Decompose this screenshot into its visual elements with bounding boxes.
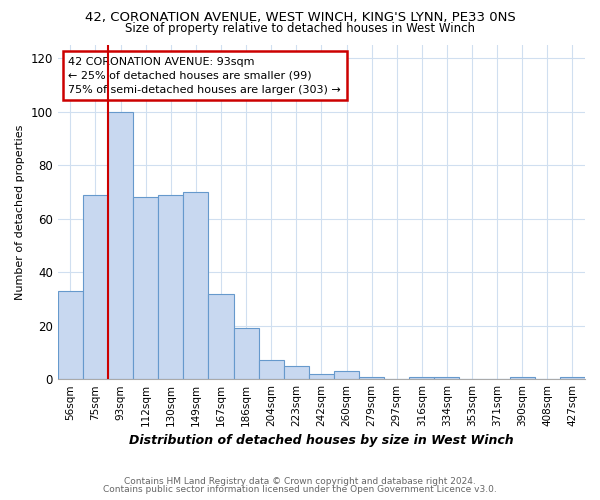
Bar [233,328,259,379]
Bar [108,112,133,379]
Bar [309,374,334,379]
Text: 42, CORONATION AVENUE, WEST WINCH, KING'S LYNN, PE33 0NS: 42, CORONATION AVENUE, WEST WINCH, KING'… [85,12,515,24]
Y-axis label: Number of detached properties: Number of detached properties [15,124,25,300]
Bar [509,376,535,379]
Text: Contains public sector information licensed under the Open Government Licence v3: Contains public sector information licen… [103,485,497,494]
Bar [184,192,208,379]
Text: Size of property relative to detached houses in West Winch: Size of property relative to detached ho… [125,22,475,35]
Bar [83,194,108,379]
Bar [560,376,585,379]
Bar [133,198,158,379]
Bar [409,376,434,379]
Bar [259,360,284,379]
Bar [58,291,83,379]
Bar [284,366,309,379]
Bar [359,376,384,379]
Bar [434,376,460,379]
Bar [334,371,359,379]
Text: 42 CORONATION AVENUE: 93sqm
← 25% of detached houses are smaller (99)
75% of sem: 42 CORONATION AVENUE: 93sqm ← 25% of det… [68,56,341,94]
X-axis label: Distribution of detached houses by size in West Winch: Distribution of detached houses by size … [129,434,514,448]
Bar [208,294,233,379]
Text: Contains HM Land Registry data © Crown copyright and database right 2024.: Contains HM Land Registry data © Crown c… [124,477,476,486]
Bar [158,194,184,379]
